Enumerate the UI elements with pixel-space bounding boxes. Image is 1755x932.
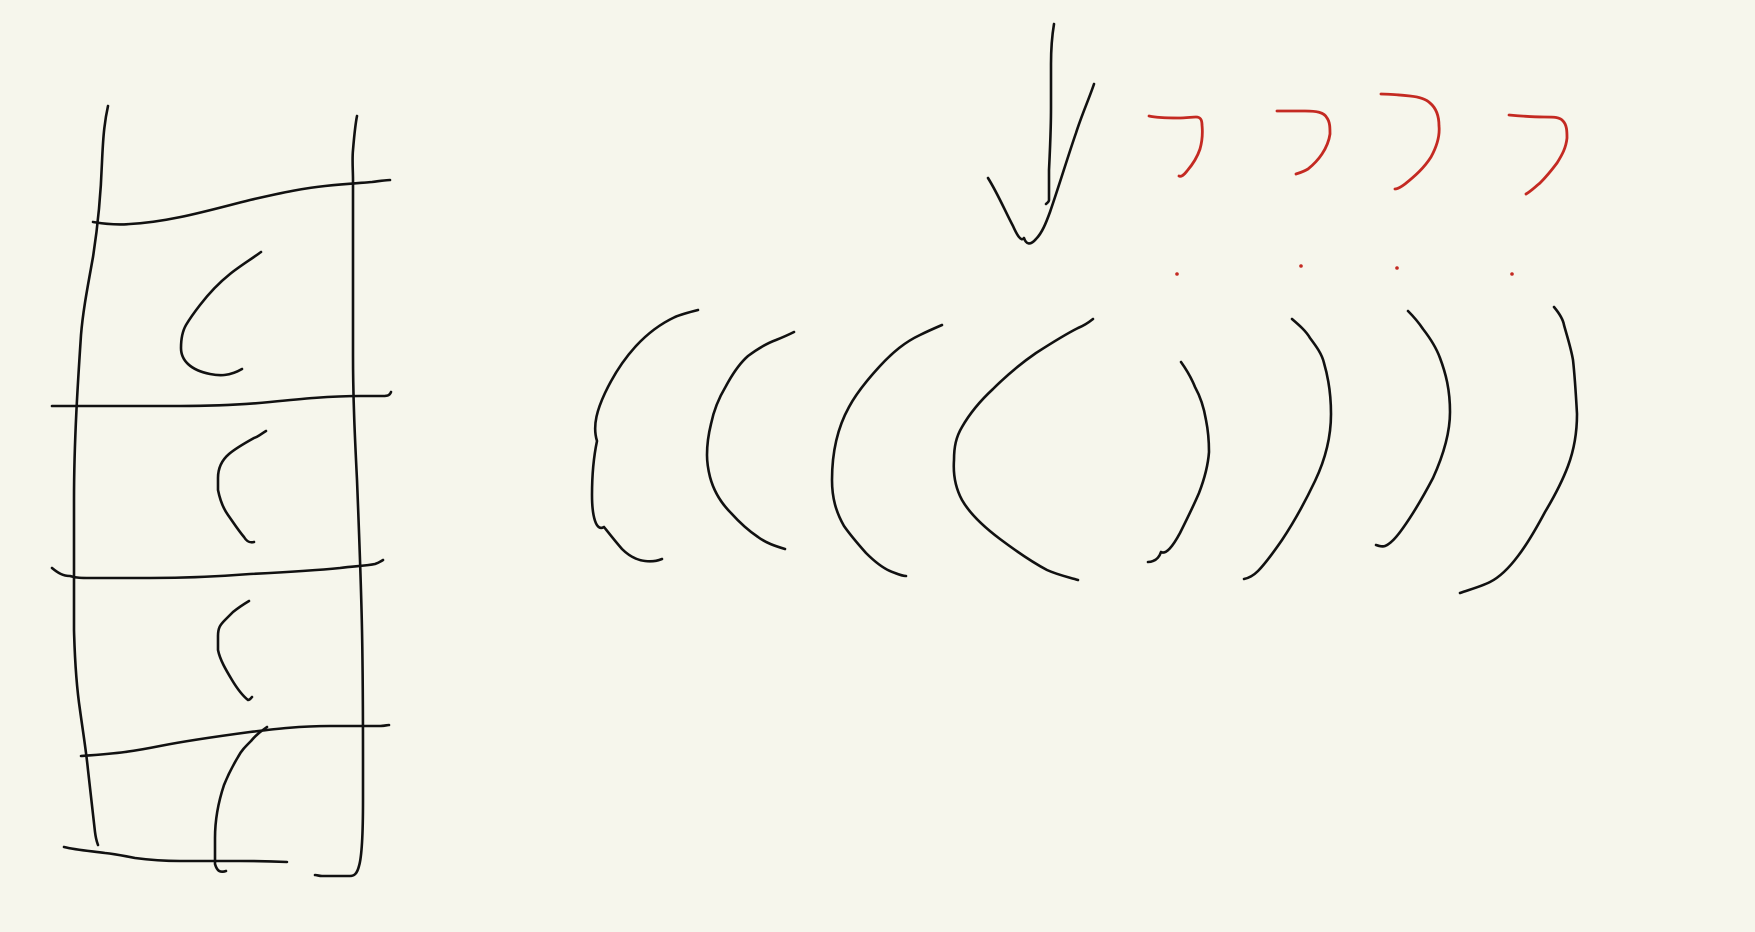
ladder-rung-1 (91, 178, 392, 226)
question-mark-1-hook (1147, 114, 1204, 178)
question-mark-3-hook (1379, 92, 1441, 191)
open-paren-3 (830, 323, 944, 578)
ladder-diagram (50, 104, 393, 878)
question-mark-2-hook (1275, 109, 1332, 176)
question-mark-4-hook (1507, 113, 1569, 196)
ladder-hook-1 (179, 250, 263, 377)
down-arrow (986, 22, 1096, 245)
red-question-marks (1147, 92, 1569, 276)
ladder-rung-2 (50, 390, 393, 408)
ladder-rung-5 (62, 845, 289, 864)
ladder-rung-3 (50, 558, 385, 580)
ladder-right-rail (313, 114, 365, 878)
close-parentheses (1146, 305, 1579, 595)
ladder-hook-2 (216, 429, 268, 544)
question-mark-3-dot (1395, 266, 1399, 270)
close-paren-2 (1242, 317, 1333, 581)
close-paren-4 (1458, 305, 1579, 595)
open-paren-4 (952, 317, 1095, 582)
open-paren-2 (705, 330, 796, 551)
question-mark-1-dot (1175, 272, 1179, 276)
ladder-hook-3 (216, 599, 254, 702)
arrow-shaft (1044, 22, 1056, 206)
close-paren-3 (1374, 309, 1452, 548)
question-mark-4-dot (1510, 272, 1514, 276)
open-parentheses (590, 308, 1095, 582)
ladder-hook-4 (213, 725, 269, 874)
close-paren-1 (1146, 360, 1211, 564)
ladder-rung-4 (79, 723, 391, 758)
open-paren-1 (590, 308, 700, 563)
arrow-head (986, 82, 1096, 245)
question-mark-2-dot (1299, 264, 1303, 268)
ladder-left-rail (72, 104, 110, 847)
